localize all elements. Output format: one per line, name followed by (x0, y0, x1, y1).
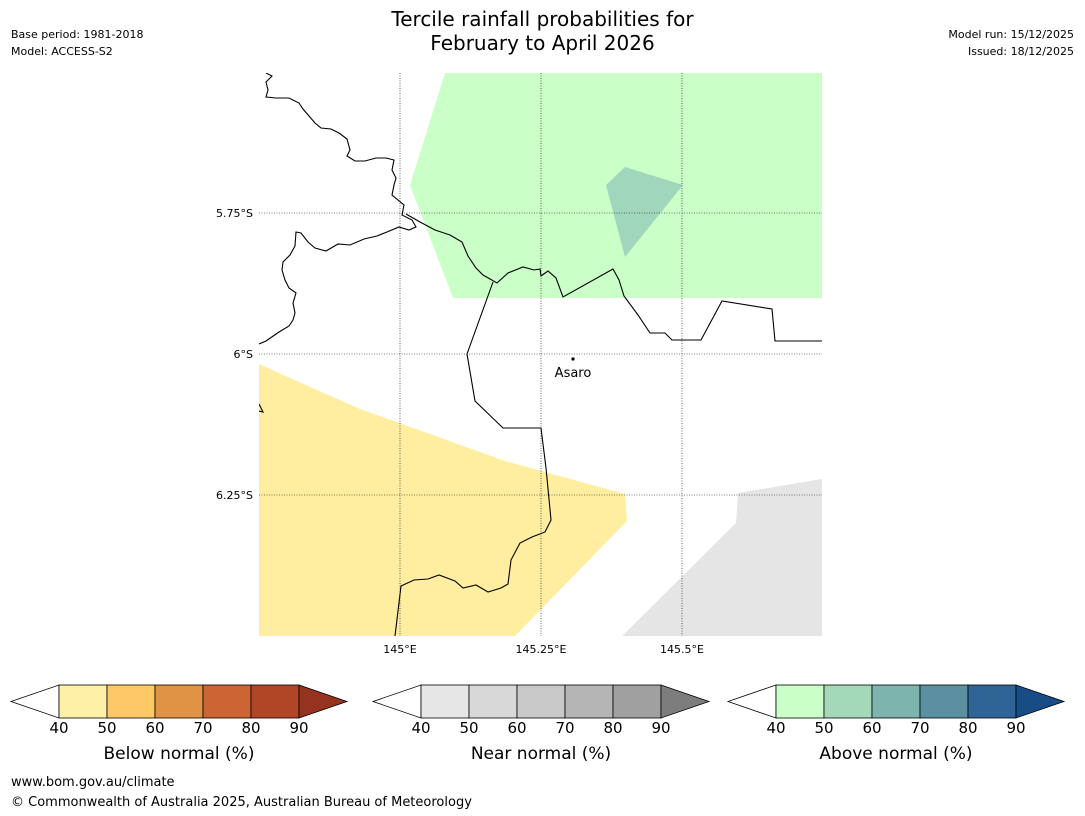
below-tick-60: 60 (145, 719, 165, 737)
above-normal-label: Above normal (%) (819, 744, 973, 764)
asaro-label: Asaro (555, 366, 592, 381)
asaro-marker (571, 357, 575, 361)
colorbar-below-segment (58, 684, 108, 719)
colorbar-near-segment (468, 684, 518, 719)
map-title: Tercile rainfall probabilities for Febru… (0, 7, 1085, 55)
colorbar-below-segment (106, 684, 156, 719)
colorbar-below-segment (250, 684, 300, 719)
below-normal-region (259, 364, 627, 636)
lon-label-145-5: 145.5°E (660, 643, 704, 656)
issued-text: Issued: 18/12/2025 (967, 45, 1074, 58)
boundary-line (405, 213, 822, 342)
colorbar-above-segment (775, 684, 825, 719)
colorbar-near-under-triangle (371, 684, 422, 719)
colorbar-above-segment (967, 684, 1017, 719)
colorbar-below-over-triangle (298, 684, 349, 719)
colorbar-near-over-triangle (660, 684, 711, 719)
colorbar-near-segment (564, 684, 614, 719)
colorbar-near-segment (612, 684, 662, 719)
footer-url: www.bom.gov.au/climate (11, 775, 175, 790)
title-line-1: Tercile rainfall probabilities for (391, 7, 694, 31)
boundary-line-west (394, 281, 552, 636)
lat-label-5-75: 5.75°S (216, 207, 253, 220)
above-tick-90: 90 (1006, 719, 1026, 737)
near-tick-50: 50 (459, 719, 479, 737)
colorbar-above (726, 684, 1066, 719)
footer-copyright: © Commonwealth of Australia 2025, Austra… (11, 795, 472, 810)
colorbar-below-segment (202, 684, 252, 719)
base-period-text: Base period: 1981-2018 (11, 28, 144, 41)
lon-label-145-25: 145.25°E (516, 643, 567, 656)
lon-label-145: 145°E (383, 643, 416, 656)
colorbar-near (371, 684, 711, 719)
below-normal-label: Below normal (%) (103, 744, 255, 764)
below-tick-90: 90 (289, 719, 309, 737)
colorbar-below-under-triangle (9, 684, 60, 719)
model-text: Model: ACCESS-S2 (11, 45, 113, 58)
below-tick-50: 50 (97, 719, 117, 737)
near-tick-60: 60 (507, 719, 527, 737)
above-tick-60: 60 (862, 719, 882, 737)
colorbar-below (9, 684, 349, 719)
near-normal-label: Near normal (%) (470, 744, 612, 764)
colorbar-above-segment (871, 684, 921, 719)
title-line-2: February to April 2026 (430, 31, 655, 55)
meta-right: Model run: 15/12/2025 Issued: 18/12/2025 (948, 26, 1074, 60)
model-run-text: Model run: 15/12/2025 (948, 28, 1074, 41)
near-tick-80: 80 (603, 719, 623, 737)
lat-label-6-25: 6.25°S (216, 489, 253, 502)
colorbar-near-segment (420, 684, 470, 719)
colorbar-above-segment (919, 684, 969, 719)
near-tick-90: 90 (651, 719, 671, 737)
below-tick-80: 80 (241, 719, 261, 737)
meta-left: Base period: 1981-2018 Model: ACCESS-S2 (11, 26, 143, 60)
lat-label-6: 6°S (234, 348, 253, 361)
near-tick-40: 40 (411, 719, 431, 737)
above-normal-region-high (606, 167, 683, 257)
colorbar-below-segment (154, 684, 204, 719)
near-normal-region (622, 479, 822, 636)
colorbar-near-segment (516, 684, 566, 719)
above-tick-40: 40 (766, 719, 786, 737)
coastline-south (259, 403, 265, 413)
colorbar-above-under-triangle (726, 684, 777, 719)
map-area: Asaro (259, 73, 822, 636)
colorbars (9, 684, 1066, 719)
above-tick-50: 50 (814, 719, 834, 737)
below-tick-40: 40 (49, 719, 69, 737)
coastline (259, 73, 417, 345)
above-tick-70: 70 (910, 719, 930, 737)
below-tick-70: 70 (193, 719, 213, 737)
above-tick-80: 80 (958, 719, 978, 737)
colorbar-above-over-triangle (1015, 684, 1066, 719)
colorbar-above-segment (823, 684, 873, 719)
near-tick-70: 70 (555, 719, 575, 737)
